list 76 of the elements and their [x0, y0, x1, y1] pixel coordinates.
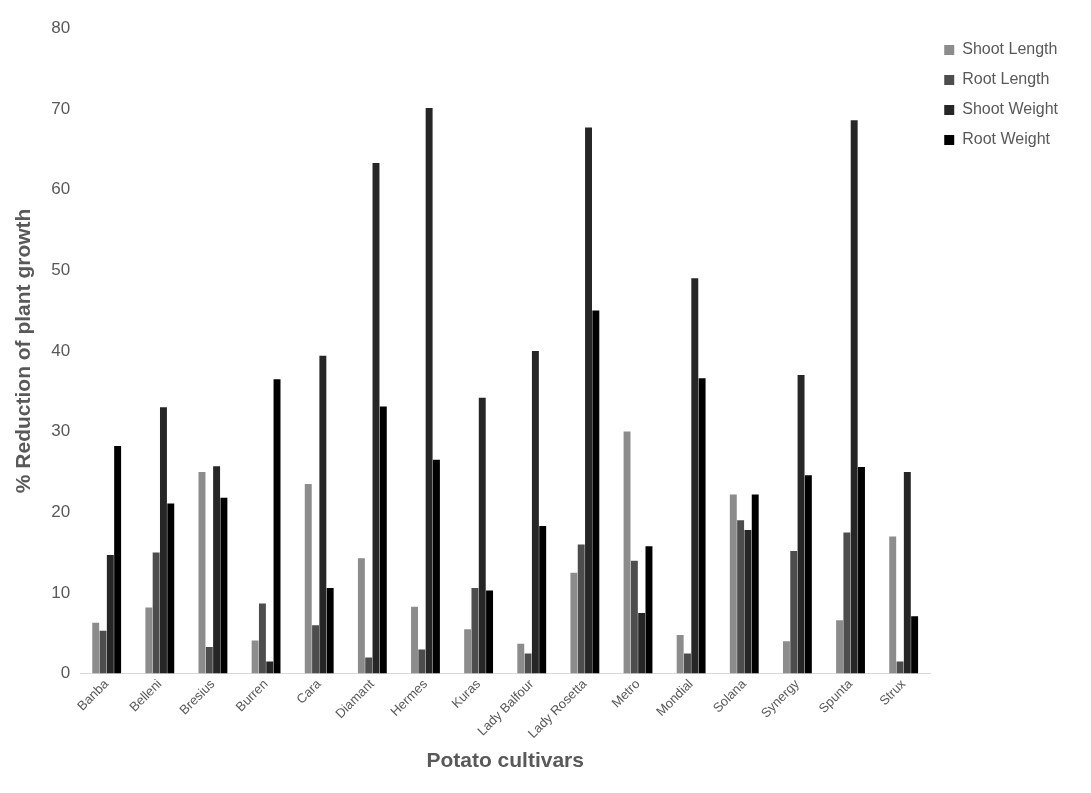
y-tick-label: 40 [51, 340, 71, 360]
bar [797, 375, 805, 674]
bar [737, 520, 745, 674]
bar [411, 606, 418, 674]
y-tick-label: 60 [51, 179, 71, 199]
bar [220, 497, 228, 674]
legend-label: Root Length [962, 70, 1050, 88]
x-tick-label: Cara [293, 675, 325, 707]
bar [517, 643, 525, 674]
bar [531, 350, 539, 674]
bar [464, 629, 472, 674]
bar [266, 661, 274, 674]
bar [432, 459, 440, 674]
bar [379, 406, 387, 674]
bar [889, 536, 897, 674]
bar [790, 550, 798, 674]
bar [592, 310, 600, 674]
bar [850, 120, 858, 674]
y-tick-label: 70 [51, 98, 71, 118]
bar [312, 625, 320, 674]
bar [524, 653, 532, 674]
bar [698, 378, 706, 674]
bar [425, 108, 433, 674]
legend-label: Shoot Length [962, 40, 1058, 58]
x-axis-title: Potato cultivars [426, 748, 584, 772]
bar [638, 613, 646, 674]
bar [167, 503, 175, 674]
bar [205, 646, 213, 674]
legend-label: Root Weight [962, 130, 1051, 148]
y-tick-label: 30 [51, 421, 71, 441]
bar [684, 653, 691, 674]
bar [114, 446, 122, 674]
bar [539, 525, 547, 674]
y-tick-label: 10 [51, 582, 71, 602]
bar [478, 397, 486, 674]
bar [782, 641, 790, 674]
y-tick-label: 20 [51, 501, 71, 521]
bar [258, 603, 266, 674]
bar [471, 588, 479, 674]
bar [911, 616, 919, 674]
bar [645, 546, 653, 674]
bar [577, 544, 585, 674]
bar [106, 555, 114, 674]
bar [152, 552, 160, 674]
bar [903, 471, 911, 674]
bar [251, 640, 259, 674]
bar [843, 532, 851, 674]
bar [570, 572, 578, 674]
y-axis-title: % Reduction of plant growth [11, 208, 35, 494]
bar [357, 558, 365, 674]
bar [623, 431, 631, 674]
bar [836, 620, 844, 674]
y-tick-label: 0 [60, 663, 71, 683]
bar [159, 407, 167, 674]
bar [630, 560, 638, 674]
bar [92, 622, 100, 674]
bar [319, 355, 327, 674]
bar [145, 607, 153, 674]
y-tick-label: 80 [51, 17, 71, 37]
bar [858, 467, 865, 674]
y-tick-label: 50 [51, 259, 71, 279]
bar [213, 466, 221, 674]
bar [751, 494, 759, 674]
bar [744, 530, 752, 674]
bar [585, 127, 592, 674]
bar [486, 590, 494, 674]
bar [804, 475, 812, 674]
legend-label: Shoot Weight [962, 100, 1059, 118]
bar [676, 634, 684, 674]
bar [304, 484, 312, 674]
bar [729, 494, 737, 674]
bar [326, 588, 334, 674]
bar [273, 379, 281, 674]
bar [691, 278, 699, 674]
bar [365, 657, 373, 674]
bar [418, 649, 426, 674]
